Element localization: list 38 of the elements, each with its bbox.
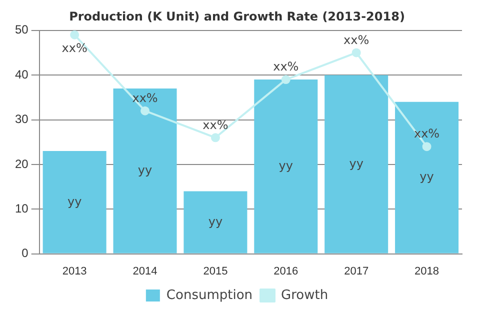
y-tick-label: 0 — [22, 246, 29, 260]
y-tick-label: 20 — [14, 156, 29, 171]
chart-title: Production (K Unit) and Growth Rate (2013-2018) — [69, 9, 405, 24]
point — [352, 48, 361, 58]
x-tick-label: 2016 — [274, 265, 298, 278]
x-tick-label: 2014 — [132, 265, 158, 278]
point — [210, 133, 220, 142]
data-label: xx% — [273, 60, 299, 74]
data-label: yy — [138, 163, 152, 178]
point — [140, 106, 150, 116]
bar — [324, 75, 388, 254]
bar — [42, 151, 106, 254]
data-label: xx% — [344, 32, 370, 47]
bar — [254, 80, 318, 254]
bar — [113, 88, 177, 254]
data-label: yy — [67, 194, 82, 208]
legend-label: Consumption — [166, 288, 253, 303]
data-label: xx% — [62, 40, 88, 55]
bar — [184, 191, 248, 254]
y-tick-label: 40 — [14, 67, 29, 82]
data-label: yy — [349, 156, 364, 170]
x-tick-label: 2018 — [414, 265, 440, 278]
x-tick-label: 2015 — [203, 265, 228, 278]
x-tick-label: 2017 — [344, 265, 369, 278]
point — [281, 75, 290, 84]
bar — [395, 102, 459, 254]
x-tick-label: 2013 — [62, 265, 87, 278]
data-label: yy — [208, 214, 223, 228]
y-tick-label: 50 — [14, 22, 29, 37]
legend-label: Growth — [281, 288, 328, 303]
y-tick-label: 10 — [14, 201, 29, 216]
point — [422, 142, 432, 152]
y-tick-label: 30 — [14, 112, 29, 126]
data-label: xx% — [132, 90, 158, 105]
data-label: yy — [420, 170, 434, 184]
data-label: yy — [278, 158, 293, 173]
data-label: xx% — [202, 118, 228, 132]
point — [70, 30, 80, 40]
